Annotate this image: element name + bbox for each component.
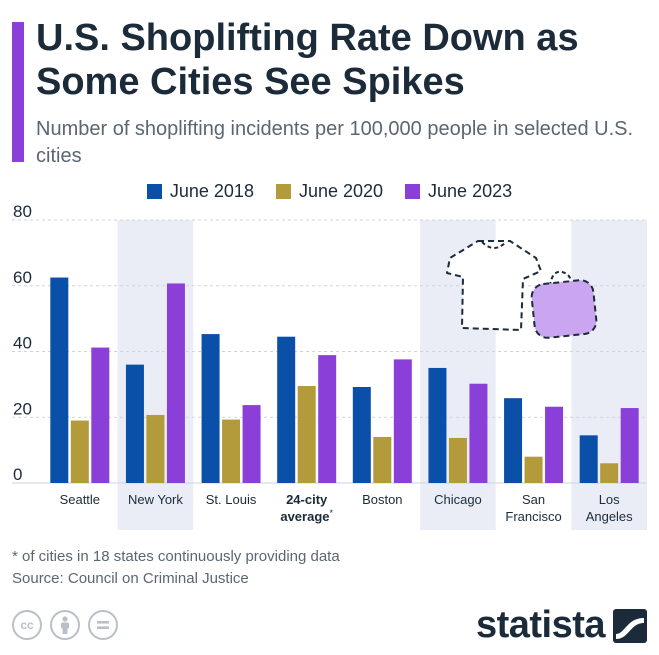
x-category-label: Seattle (60, 492, 100, 507)
x-category-label: Chicago (434, 492, 482, 507)
shopping-bag-icon (530, 279, 598, 339)
x-category-label: average* (280, 508, 333, 524)
bar-june-2020 (297, 386, 316, 483)
chart-subtitle: Number of shoplifting incidents per 100,… (36, 118, 634, 167)
y-tick-label: 0 (13, 465, 22, 484)
bar-june-2018 (277, 336, 296, 483)
bar-june-2023 (545, 406, 564, 483)
creative-commons-icon[interactable]: cc (12, 610, 42, 640)
page-title: U.S. Shoplifting Rate Down as Some Citie… (36, 17, 579, 103)
y-tick-label: 40 (13, 334, 32, 353)
legend-label-june-2018: June 2018 (169, 181, 254, 201)
x-category-label: San (522, 492, 545, 507)
bar-june-2018 (50, 277, 69, 483)
x-category-label: New York (128, 492, 183, 507)
x-category-label: 24-city (286, 492, 328, 507)
chart-legend: June 2018 June 2020 June 2023 (0, 181, 659, 202)
attribution-icon[interactable] (50, 610, 80, 640)
decoration-group (446, 240, 598, 339)
bar-june-2023 (242, 405, 261, 483)
bar-june-2023 (318, 355, 337, 483)
bar-june-2018 (352, 387, 371, 483)
bag-handle (549, 270, 573, 289)
bar-june-2023 (393, 359, 412, 483)
tshirt-outline-icon (446, 240, 542, 331)
statista-logo-icon (613, 608, 647, 643)
title-accent-bar (12, 22, 24, 162)
y-tick-label: 20 (13, 399, 32, 418)
bar-chart: 0 20 40 60 80 Seattle New York St. Louis 24-cit… (12, 205, 647, 530)
bar-june-2020 (524, 456, 543, 483)
statista-brand[interactable]: statista (476, 604, 647, 647)
footnote-block: * of cities in 18 states continuously pr… (12, 546, 340, 590)
person-icon (61, 616, 69, 634)
legend-swatch-june-2018 (146, 184, 162, 199)
x-category-label: Boston (362, 492, 402, 507)
legend-item-june-2018: June 2018 (146, 181, 254, 202)
license-icons: cc (12, 610, 118, 640)
equals-icon (97, 621, 109, 629)
bar-june-2018 (201, 334, 220, 483)
bar-june-2020 (448, 437, 467, 483)
bar-june-2023 (469, 383, 488, 483)
bar-june-2023 (620, 408, 639, 483)
y-tick-label: 80 (13, 205, 32, 221)
bar-june-2018 (428, 367, 447, 483)
bar-june-2018 (125, 364, 144, 483)
bar-june-2023 (91, 347, 110, 483)
legend-item-june-2023: June 2023 (405, 181, 512, 202)
statista-wordmark: statista (475, 604, 606, 646)
x-category-label: St. Louis (206, 492, 257, 507)
bar-june-2020 (373, 436, 392, 483)
y-tick-label: 60 (13, 268, 32, 287)
bar-june-2018 (504, 398, 523, 483)
bar-june-2020 (600, 463, 619, 483)
bar-june-2018 (579, 435, 598, 483)
legend-label-june-2023: June 2023 (428, 181, 513, 201)
bar-june-2020 (146, 414, 165, 483)
legend-label-june-2020: June 2020 (298, 181, 384, 201)
no-derivatives-icon[interactable] (88, 610, 118, 640)
x-category-label: Los (599, 492, 620, 507)
bar-june-2020 (222, 419, 241, 483)
legend-swatch-june-2023 (405, 184, 421, 199)
legend-item-june-2020: June 2020 (275, 181, 384, 202)
x-category-label: Angeles (586, 509, 633, 524)
bar-june-2023 (166, 283, 185, 483)
footnote-note: * of cities in 18 states continuously pr… (12, 548, 340, 565)
legend-swatch-june-2020 (275, 184, 291, 199)
tshirt-collar (481, 241, 507, 249)
bar-june-2020 (70, 420, 89, 483)
x-category-label: Francisco (505, 509, 561, 524)
footnote-source: Source: Council on Criminal Justice (12, 570, 249, 587)
